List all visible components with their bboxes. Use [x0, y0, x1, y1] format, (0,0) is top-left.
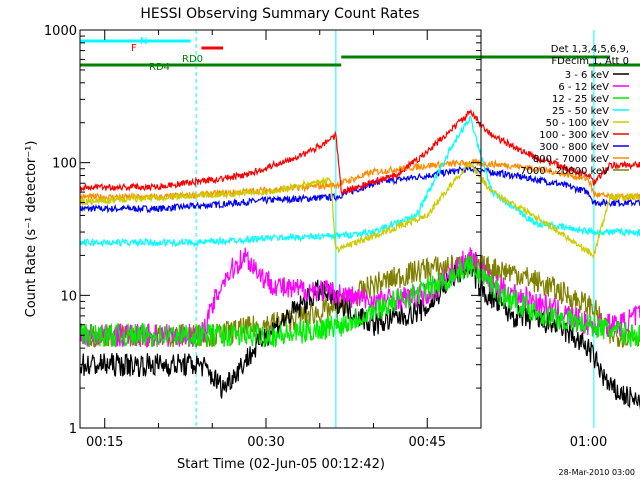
series-layer: [79, 108, 640, 411]
legend: Det 1,3,4,5,6,9,FDecim 1, Att 0 3 - 6 keV…: [520, 44, 629, 177]
x-tick-label: 00:30: [247, 435, 284, 450]
series-line-6: [79, 164, 640, 214]
x-tick-label: 01:00: [570, 435, 607, 450]
legend-header-0: Det 1,3,4,5,6,9,: [551, 44, 629, 55]
legend-label-5: 100 - 300 keV: [539, 130, 609, 141]
series-line-5: [79, 108, 640, 196]
series-line-4: [79, 162, 640, 259]
flag-label-1: F: [131, 43, 137, 54]
plot-frame: [79, 29, 482, 429]
flag-label-3: RD4: [149, 62, 170, 73]
legend-label-6: 300 - 800 keV: [539, 142, 609, 153]
y-axis-label: Count Rate (s⁻¹ detector⁻¹): [24, 141, 39, 318]
y-tick-label: 1000: [44, 24, 77, 39]
x-axis-label: Start Time (02-Jun-05 00:12:42): [177, 457, 385, 472]
legend-header-1: FDecim 1, Att 0: [551, 56, 629, 67]
series-line-2: [79, 255, 640, 349]
legend-label-2: 12 - 25 keV: [552, 94, 609, 105]
legend-label-0: 3 - 6 keV: [565, 70, 609, 81]
chart-title: HESSI Observing Summary Count Rates: [140, 6, 419, 22]
y-tick-label: 100: [52, 157, 77, 172]
legend-label-1: 6 - 12 keV: [558, 82, 609, 93]
y-tick-label: 1: [69, 422, 77, 437]
series-line-0: [79, 255, 640, 411]
y-axis: 1 10 100 1000: [44, 24, 481, 437]
x-tick-label: 00:45: [409, 435, 446, 450]
timestamp: 28-Mar-2010 03:00: [559, 468, 636, 477]
series-line-8: [79, 254, 640, 348]
legend-label-3: 25 - 50 keV: [552, 106, 609, 117]
legend-label-7: 800 - 7000 keV: [533, 154, 609, 165]
flag-label-0: N: [140, 36, 147, 47]
series-line-3: [79, 115, 640, 249]
flag-bars: NF RD0 RD4: [80, 36, 640, 73]
flag-label-2: RD0: [182, 54, 203, 65]
y-tick-label: 10: [60, 289, 77, 304]
legend-label-4: 50 - 100 keV: [546, 118, 610, 129]
x-tick-label: 00:15: [86, 435, 123, 450]
legend-label-8: 7000 - 20000 keV: [520, 166, 609, 177]
